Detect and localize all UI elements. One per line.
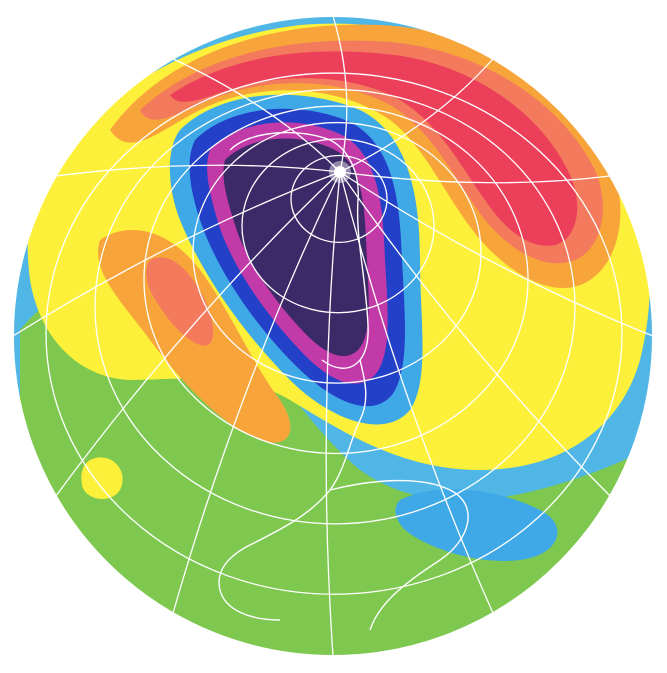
ozone-hole-core (223, 138, 369, 357)
south-america-coastline (329, 479, 469, 631)
yellow-patch-lower (81, 457, 123, 500)
graticule-lines (13, 16, 653, 656)
meridian-line (339, 171, 611, 184)
meridian-line (339, 171, 653, 337)
parallel-line (45, 72, 623, 595)
globe-outline (12, 15, 654, 657)
red-top-region (170, 51, 578, 246)
parallel-line (192, 121, 482, 384)
meridian-line (55, 164, 341, 177)
meridian-line (339, 171, 494, 614)
parallel-line (241, 138, 435, 314)
star-burst-icon (329, 161, 351, 183)
meridian-line (339, 171, 611, 497)
salmon-left-region (146, 257, 214, 346)
meridian-line (172, 171, 341, 614)
meridian-line (172, 58, 341, 173)
meridian-line (55, 171, 341, 497)
peninsula-coastline (218, 359, 367, 621)
meridian-line (13, 171, 341, 337)
meridian-line (332, 16, 348, 173)
parallel-line (290, 154, 388, 244)
meridian-line (325, 171, 341, 656)
coastline-outlines (218, 131, 469, 631)
parallel-line (94, 88, 576, 525)
blue-patch-lower (395, 489, 558, 561)
parallel-line (143, 105, 529, 455)
